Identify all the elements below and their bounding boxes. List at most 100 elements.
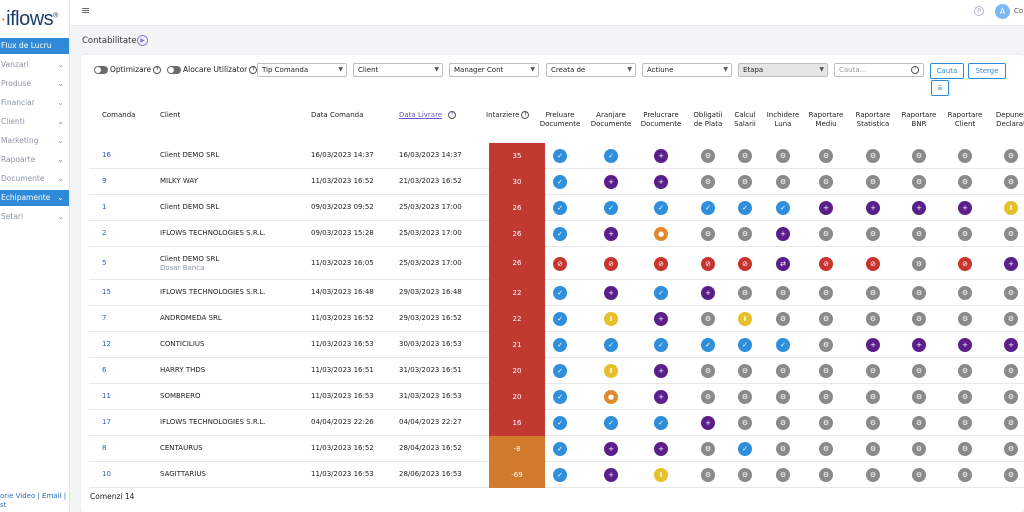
stage-done-icon[interactable]: ✓ <box>738 201 752 215</box>
stage-done-icon[interactable]: ✓ <box>553 175 567 189</box>
stage-gear-icon[interactable]: ⚙ <box>1004 312 1018 326</box>
stage-done-icon[interactable]: ✓ <box>701 338 715 352</box>
stage-gear-icon[interactable]: ⚙ <box>738 416 752 430</box>
help-icon[interactable]: ? <box>521 111 530 119</box>
stage-gear-icon[interactable]: ⚙ <box>866 312 880 326</box>
stage-block-icon[interactable]: ⊘ <box>738 256 752 271</box>
order-number-link[interactable]: 15 <box>102 288 111 296</box>
order-number-link[interactable]: 16 <box>102 151 111 159</box>
stage-add-icon[interactable]: + <box>1004 338 1018 352</box>
stage-pause-icon[interactable]: Ⅱ <box>654 468 668 482</box>
order-number-link[interactable]: 10 <box>102 470 111 478</box>
order-number-link[interactable]: 5 <box>102 258 107 267</box>
stage-gear-icon[interactable]: ⚙ <box>819 227 833 241</box>
sidebar-item[interactable]: Financiar ⌄ <box>0 95 69 111</box>
stage-user-icon[interactable]: ● <box>604 390 618 404</box>
client-select[interactable]: Client ▼ <box>353 63 443 77</box>
stage-gear-icon[interactable]: ⚙ <box>958 468 972 482</box>
stage-add-icon[interactable]: + <box>958 338 972 352</box>
table-row[interactable]: 5 Client DEMO SRL Dosar Banca 11/03/2023 16… <box>89 247 1024 280</box>
stage-gear-icon[interactable]: ⚙ <box>912 175 926 189</box>
order-number-link[interactable]: 6 <box>102 366 107 374</box>
stage-done-icon[interactable]: ✓ <box>654 201 668 215</box>
stage-pause-icon[interactable]: Ⅱ <box>604 364 618 378</box>
avatar[interactable]: A <box>995 4 1010 19</box>
stage-gear-icon[interactable]: ⚙ <box>701 390 715 404</box>
stage-add-icon[interactable]: + <box>866 201 880 215</box>
table-row[interactable]: 8 CENTAURUS 11/03/2023 16:52 28/04/2023 16:… <box>89 436 1024 462</box>
stage-gear-icon[interactable]: ⚙ <box>912 227 926 241</box>
stage-gear-icon[interactable]: ⚙ <box>1004 175 1018 189</box>
stage-swap-icon[interactable]: ⇄ <box>776 256 790 271</box>
stage-gear-icon[interactable]: ⚙ <box>776 149 790 163</box>
help-icon[interactable]: ? <box>153 66 162 74</box>
sidebar-item[interactable]: Produse ⌄ <box>0 76 69 92</box>
stage-gear-icon[interactable]: ⚙ <box>958 364 972 378</box>
stage-done-icon[interactable]: ✓ <box>654 338 668 352</box>
order-number-link[interactable]: 17 <box>102 418 111 426</box>
stage-block-icon[interactable]: ⊘ <box>866 256 880 271</box>
sidebar-item[interactable]: Documente ⌄ <box>0 171 69 187</box>
stage-done-icon[interactable]: ✓ <box>553 312 567 326</box>
stage-block-icon[interactable]: ⊘ <box>701 256 715 271</box>
stage-gear-icon[interactable]: ⚙ <box>701 442 715 456</box>
hamburger-menu-icon[interactable]: ≡ <box>81 4 91 17</box>
stage-add-icon[interactable]: + <box>912 338 926 352</box>
stage-done-icon[interactable]: ✓ <box>553 286 567 300</box>
table-row[interactable]: 2 IFLOWS TECHNOLOGIES S.R.L. 09/03/2023 15… <box>89 221 1024 247</box>
stage-gear-icon[interactable]: ⚙ <box>866 364 880 378</box>
stage-gear-icon[interactable]: ⚙ <box>958 227 972 241</box>
stage-add-icon[interactable]: + <box>604 175 618 189</box>
stage-gear-icon[interactable]: ⚙ <box>866 286 880 300</box>
stage-gear-icon[interactable]: ⚙ <box>912 256 926 271</box>
stage-gear-icon[interactable]: ⚙ <box>819 338 833 352</box>
stage-add-icon[interactable]: + <box>604 442 618 456</box>
stage-gear-icon[interactable]: ⚙ <box>958 390 972 404</box>
stage-gear-icon[interactable]: ⚙ <box>958 442 972 456</box>
stage-gear-icon[interactable]: ⚙ <box>819 175 833 189</box>
stage-gear-icon[interactable]: ⚙ <box>1004 442 1018 456</box>
stage-gear-icon[interactable]: ⚙ <box>819 149 833 163</box>
play-video-icon[interactable]: ▶ <box>137 35 148 46</box>
stage-gear-icon[interactable]: ⚙ <box>819 364 833 378</box>
stage-gear-icon[interactable]: ⚙ <box>958 416 972 430</box>
stage-gear-icon[interactable]: ⚙ <box>738 468 752 482</box>
stage-done-icon[interactable]: ✓ <box>654 286 668 300</box>
stage-add-icon[interactable]: + <box>654 149 668 163</box>
order-number-link[interactable]: 8 <box>102 444 107 452</box>
sidebar-item[interactable]: Setari ⌄ <box>0 209 69 225</box>
table-row[interactable]: 17 IFLOWS TECHNOLOGIES S.R.L. 04/04/2023 2… <box>89 410 1024 436</box>
table-row[interactable]: 15 IFLOWS TECHNOLOGIES S.R.L. 14/03/2023 1… <box>89 280 1024 306</box>
table-row[interactable]: 16 Client DEMO SRL 16/03/2023 14:37 16/03/2… <box>89 143 1024 169</box>
user-name[interactable]: Co <box>1014 7 1024 15</box>
stage-add-icon[interactable]: + <box>654 312 668 326</box>
alocare-toggle[interactable] <box>167 66 181 74</box>
stage-gear-icon[interactable]: ⚙ <box>866 468 880 482</box>
stage-done-icon[interactable]: ✓ <box>604 149 618 163</box>
stage-block-icon[interactable]: ⊘ <box>819 256 833 271</box>
stage-add-icon[interactable]: + <box>701 416 715 430</box>
stage-gear-icon[interactable]: ⚙ <box>912 416 926 430</box>
stage-gear-icon[interactable]: ⚙ <box>912 442 926 456</box>
stage-add-icon[interactable]: + <box>654 442 668 456</box>
stage-gear-icon[interactable]: ⚙ <box>866 175 880 189</box>
stage-gear-icon[interactable]: ⚙ <box>866 442 880 456</box>
stage-gear-icon[interactable]: ⚙ <box>819 312 833 326</box>
etapa-select[interactable]: Etapa ▼ <box>738 63 828 77</box>
stage-gear-icon[interactable]: ⚙ <box>958 286 972 300</box>
iflows-logo[interactable]: ·iflows® <box>0 8 58 30</box>
stage-gear-icon[interactable]: ⚙ <box>1004 149 1018 163</box>
stage-gear-icon[interactable]: ⚙ <box>701 468 715 482</box>
stage-add-icon[interactable]: + <box>654 175 668 189</box>
stage-gear-icon[interactable]: ⚙ <box>819 286 833 300</box>
stage-done-icon[interactable]: ✓ <box>738 338 752 352</box>
stage-add-icon[interactable]: + <box>604 468 618 482</box>
notification-icon[interactable]: P <box>974 6 984 16</box>
stage-add-icon[interactable]: + <box>866 338 880 352</box>
stage-done-icon[interactable]: ✓ <box>553 442 567 456</box>
order-number-link[interactable]: 7 <box>102 314 107 322</box>
order-number-link[interactable]: 9 <box>102 177 107 185</box>
help-icon[interactable]: ? <box>448 111 457 119</box>
table-row[interactable]: 7 ANDROMEDA SRL 11/03/2023 16:52 29/03/2023… <box>89 306 1024 332</box>
stage-gear-icon[interactable]: ⚙ <box>738 286 752 300</box>
